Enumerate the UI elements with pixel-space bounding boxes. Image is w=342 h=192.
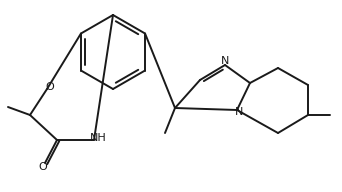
Text: N: N xyxy=(221,56,229,66)
Text: NH: NH xyxy=(90,133,106,143)
Text: O: O xyxy=(39,162,48,172)
Text: O: O xyxy=(45,82,54,92)
Text: N: N xyxy=(235,107,243,117)
